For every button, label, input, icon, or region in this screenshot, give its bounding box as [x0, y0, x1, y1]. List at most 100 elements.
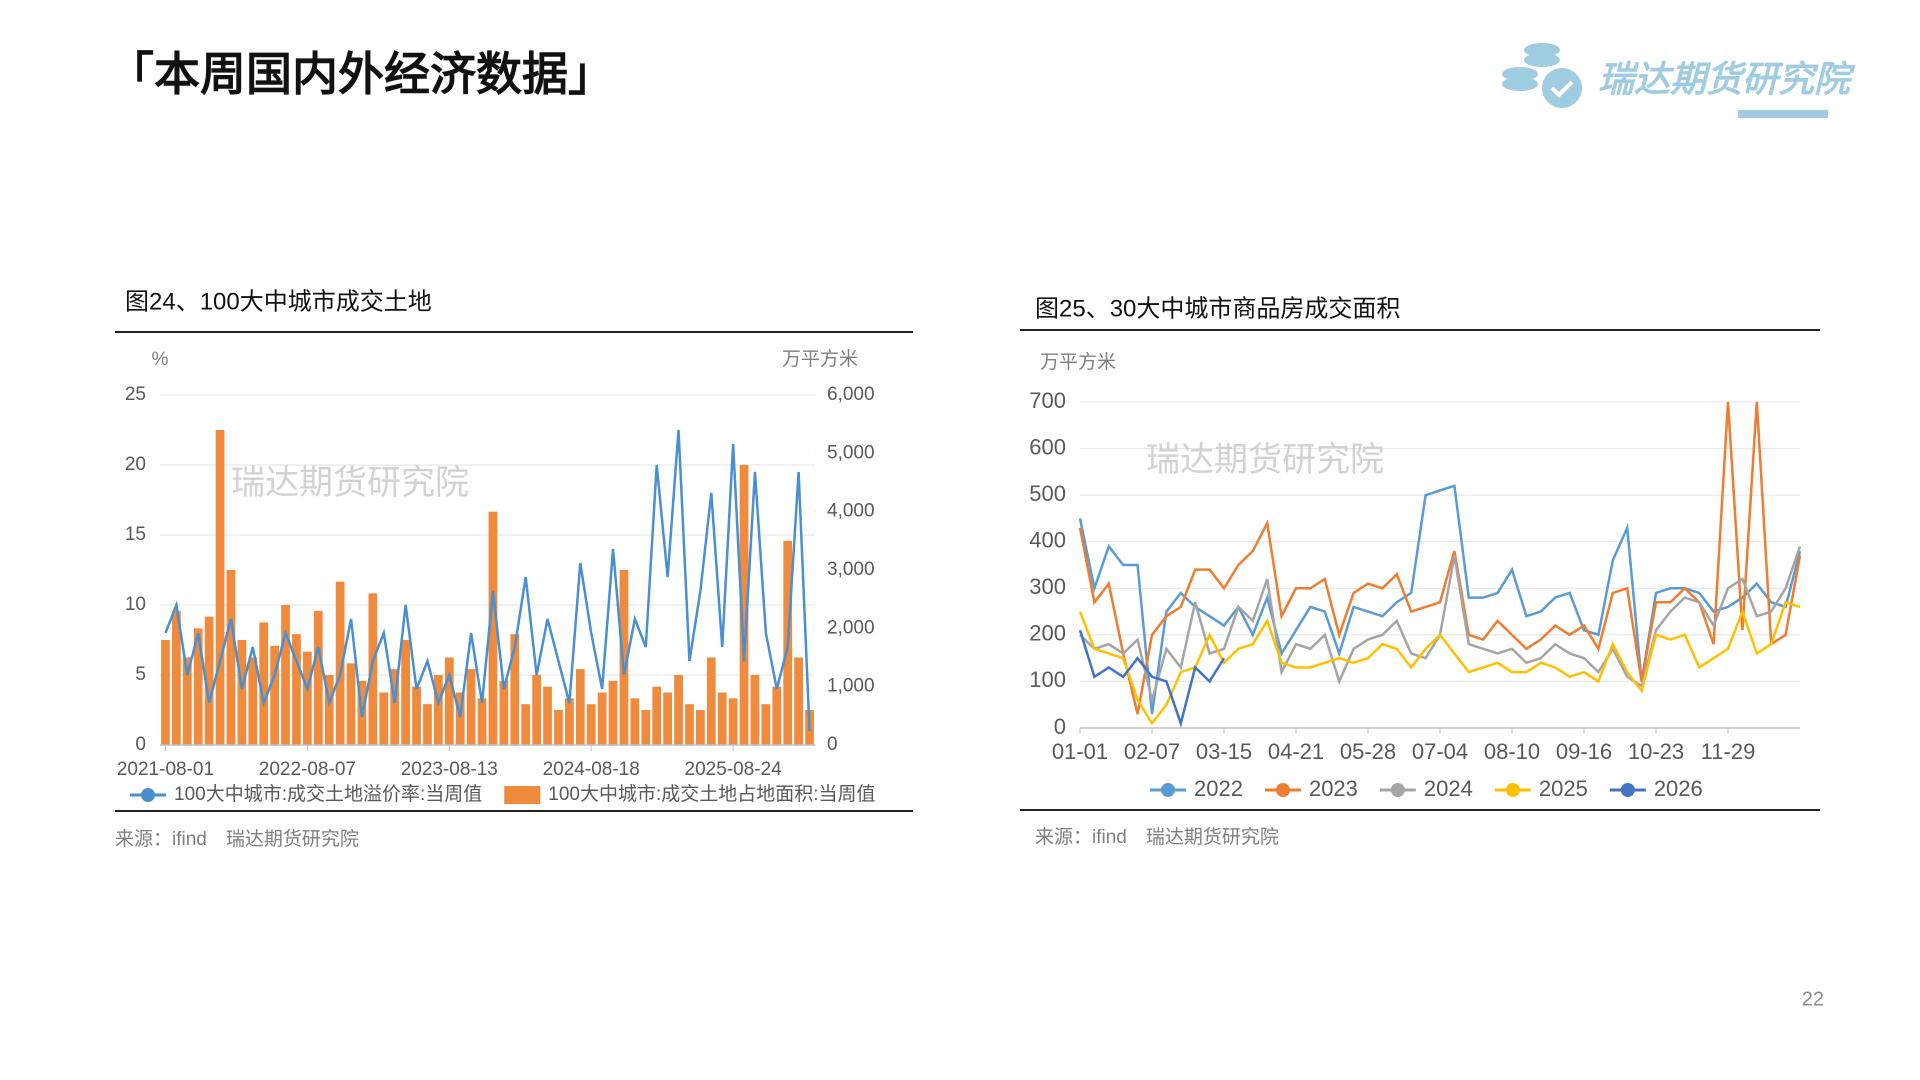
legend-label: 2022: [1194, 776, 1243, 801]
legend-label: 100大中城市:成交土地占地面积:当周值: [548, 783, 875, 805]
bar: [706, 657, 716, 745]
bar: [630, 698, 640, 745]
y2-tick-label: 5,000: [827, 442, 875, 463]
bar: [204, 616, 214, 745]
source: 来源：ifind 瑞达期货研究院: [1035, 826, 1279, 848]
x-tick-label: 2025-08-24: [685, 759, 783, 780]
bar: [641, 710, 651, 745]
bar: [685, 704, 694, 745]
x-tick-label: 09-16: [1556, 739, 1612, 764]
bar: [488, 511, 498, 745]
logo: [1502, 43, 1828, 118]
legend-label: 2023: [1309, 776, 1358, 801]
y-axis-unit: 万平方米: [1040, 351, 1116, 373]
bar: [674, 675, 683, 745]
legend-swatch: [1161, 783, 1175, 797]
line: [164, 429, 811, 732]
x-tick-label: 03-15: [1196, 739, 1252, 764]
y-tick-label: 10: [125, 594, 146, 615]
y-tick-label: 0: [1054, 714, 1066, 739]
slide-title: 「本周国内外经济数据」: [108, 48, 614, 100]
watermark: 瑞达期货研究院: [1146, 441, 1384, 479]
legend-swatch: [1275, 783, 1290, 797]
bar: [499, 680, 509, 745]
y-tick-label: 200: [1029, 621, 1066, 646]
x-tick-label: 01-01: [1052, 739, 1108, 764]
page-number: 22: [1802, 988, 1824, 1010]
bar: [663, 692, 672, 745]
x-tick-label: 2023-08-13: [401, 759, 498, 780]
y-tick-label: 700: [1029, 388, 1066, 413]
source: 来源：ifind 瑞达期货研究院: [115, 828, 359, 850]
bar: [444, 657, 454, 745]
bar: [696, 710, 705, 745]
bar: [521, 704, 531, 745]
y-tick-label: 0: [135, 734, 146, 755]
bar: [739, 465, 749, 745]
bar: [717, 692, 727, 745]
bar: [379, 692, 389, 745]
line: [1078, 401, 1802, 715]
bar: [401, 640, 410, 745]
bar: [161, 640, 170, 745]
y2-tick-label: 2,000: [827, 617, 875, 638]
legend-label: 100大中城市:成交土地溢价率:当周值: [174, 783, 482, 805]
bar: [215, 430, 225, 745]
bar: [259, 622, 269, 745]
y-tick-label: 100: [1029, 667, 1066, 692]
x-tick-label: 05-28: [1340, 739, 1396, 764]
x-tick-label: 2024-08-18: [543, 759, 640, 780]
x-tick-label: 04-21: [1268, 739, 1324, 764]
bar: [390, 669, 400, 745]
legend-label: 2026: [1654, 776, 1703, 801]
bar: [532, 675, 541, 745]
bar: [324, 675, 334, 745]
legend-swatch: [1390, 783, 1405, 797]
line: [1078, 629, 1226, 728]
y-tick-label: 5: [135, 664, 146, 685]
x-tick-label: 11-29: [1701, 739, 1756, 764]
y2-axis-unit: 万平方米: [782, 348, 858, 370]
x-tick-label: 2021-08-01: [117, 759, 214, 780]
y-tick-label: 400: [1029, 528, 1066, 553]
bar: [608, 680, 618, 745]
bar: [248, 657, 258, 745]
x-tick-label: 02-07: [1124, 739, 1180, 764]
legend-label: 2025: [1539, 776, 1588, 801]
bar: [510, 634, 520, 745]
bar: [281, 605, 290, 745]
bar: [193, 628, 203, 745]
bar: [597, 692, 607, 745]
bar: [728, 698, 738, 745]
bar: [652, 686, 662, 745]
watermark: 瑞达期货研究院: [231, 464, 469, 502]
chart-caption: 图25、30大中城市商品房成交面积: [1035, 295, 1400, 322]
legend-swatch: [504, 786, 541, 804]
legend-swatch: [141, 788, 155, 802]
y-tick-label: 500: [1029, 481, 1066, 506]
bar: [772, 686, 782, 745]
bar: [335, 581, 345, 745]
y2-tick-label: 4,000: [827, 501, 875, 522]
bar: [346, 663, 356, 745]
y2-tick-label: 0: [827, 734, 838, 755]
x-tick-label: 08-10: [1484, 739, 1540, 764]
bar: [794, 657, 803, 745]
bar: [226, 570, 236, 745]
bar: [543, 686, 552, 745]
bar: [182, 657, 192, 745]
y-axis-unit: %: [152, 349, 169, 370]
x-tick-label: 07-04: [1412, 739, 1468, 764]
bar: [270, 645, 279, 745]
bar: [619, 570, 629, 745]
bar: [412, 686, 421, 745]
legend-swatch: [1620, 783, 1635, 797]
bar: [477, 698, 487, 745]
y-tick-label: 300: [1029, 574, 1066, 599]
line: [1078, 484, 1802, 715]
logo-text: 瑞达期货研究院: [1598, 59, 1856, 100]
bar: [750, 675, 760, 745]
y2-tick-label: 1,000: [827, 676, 875, 697]
